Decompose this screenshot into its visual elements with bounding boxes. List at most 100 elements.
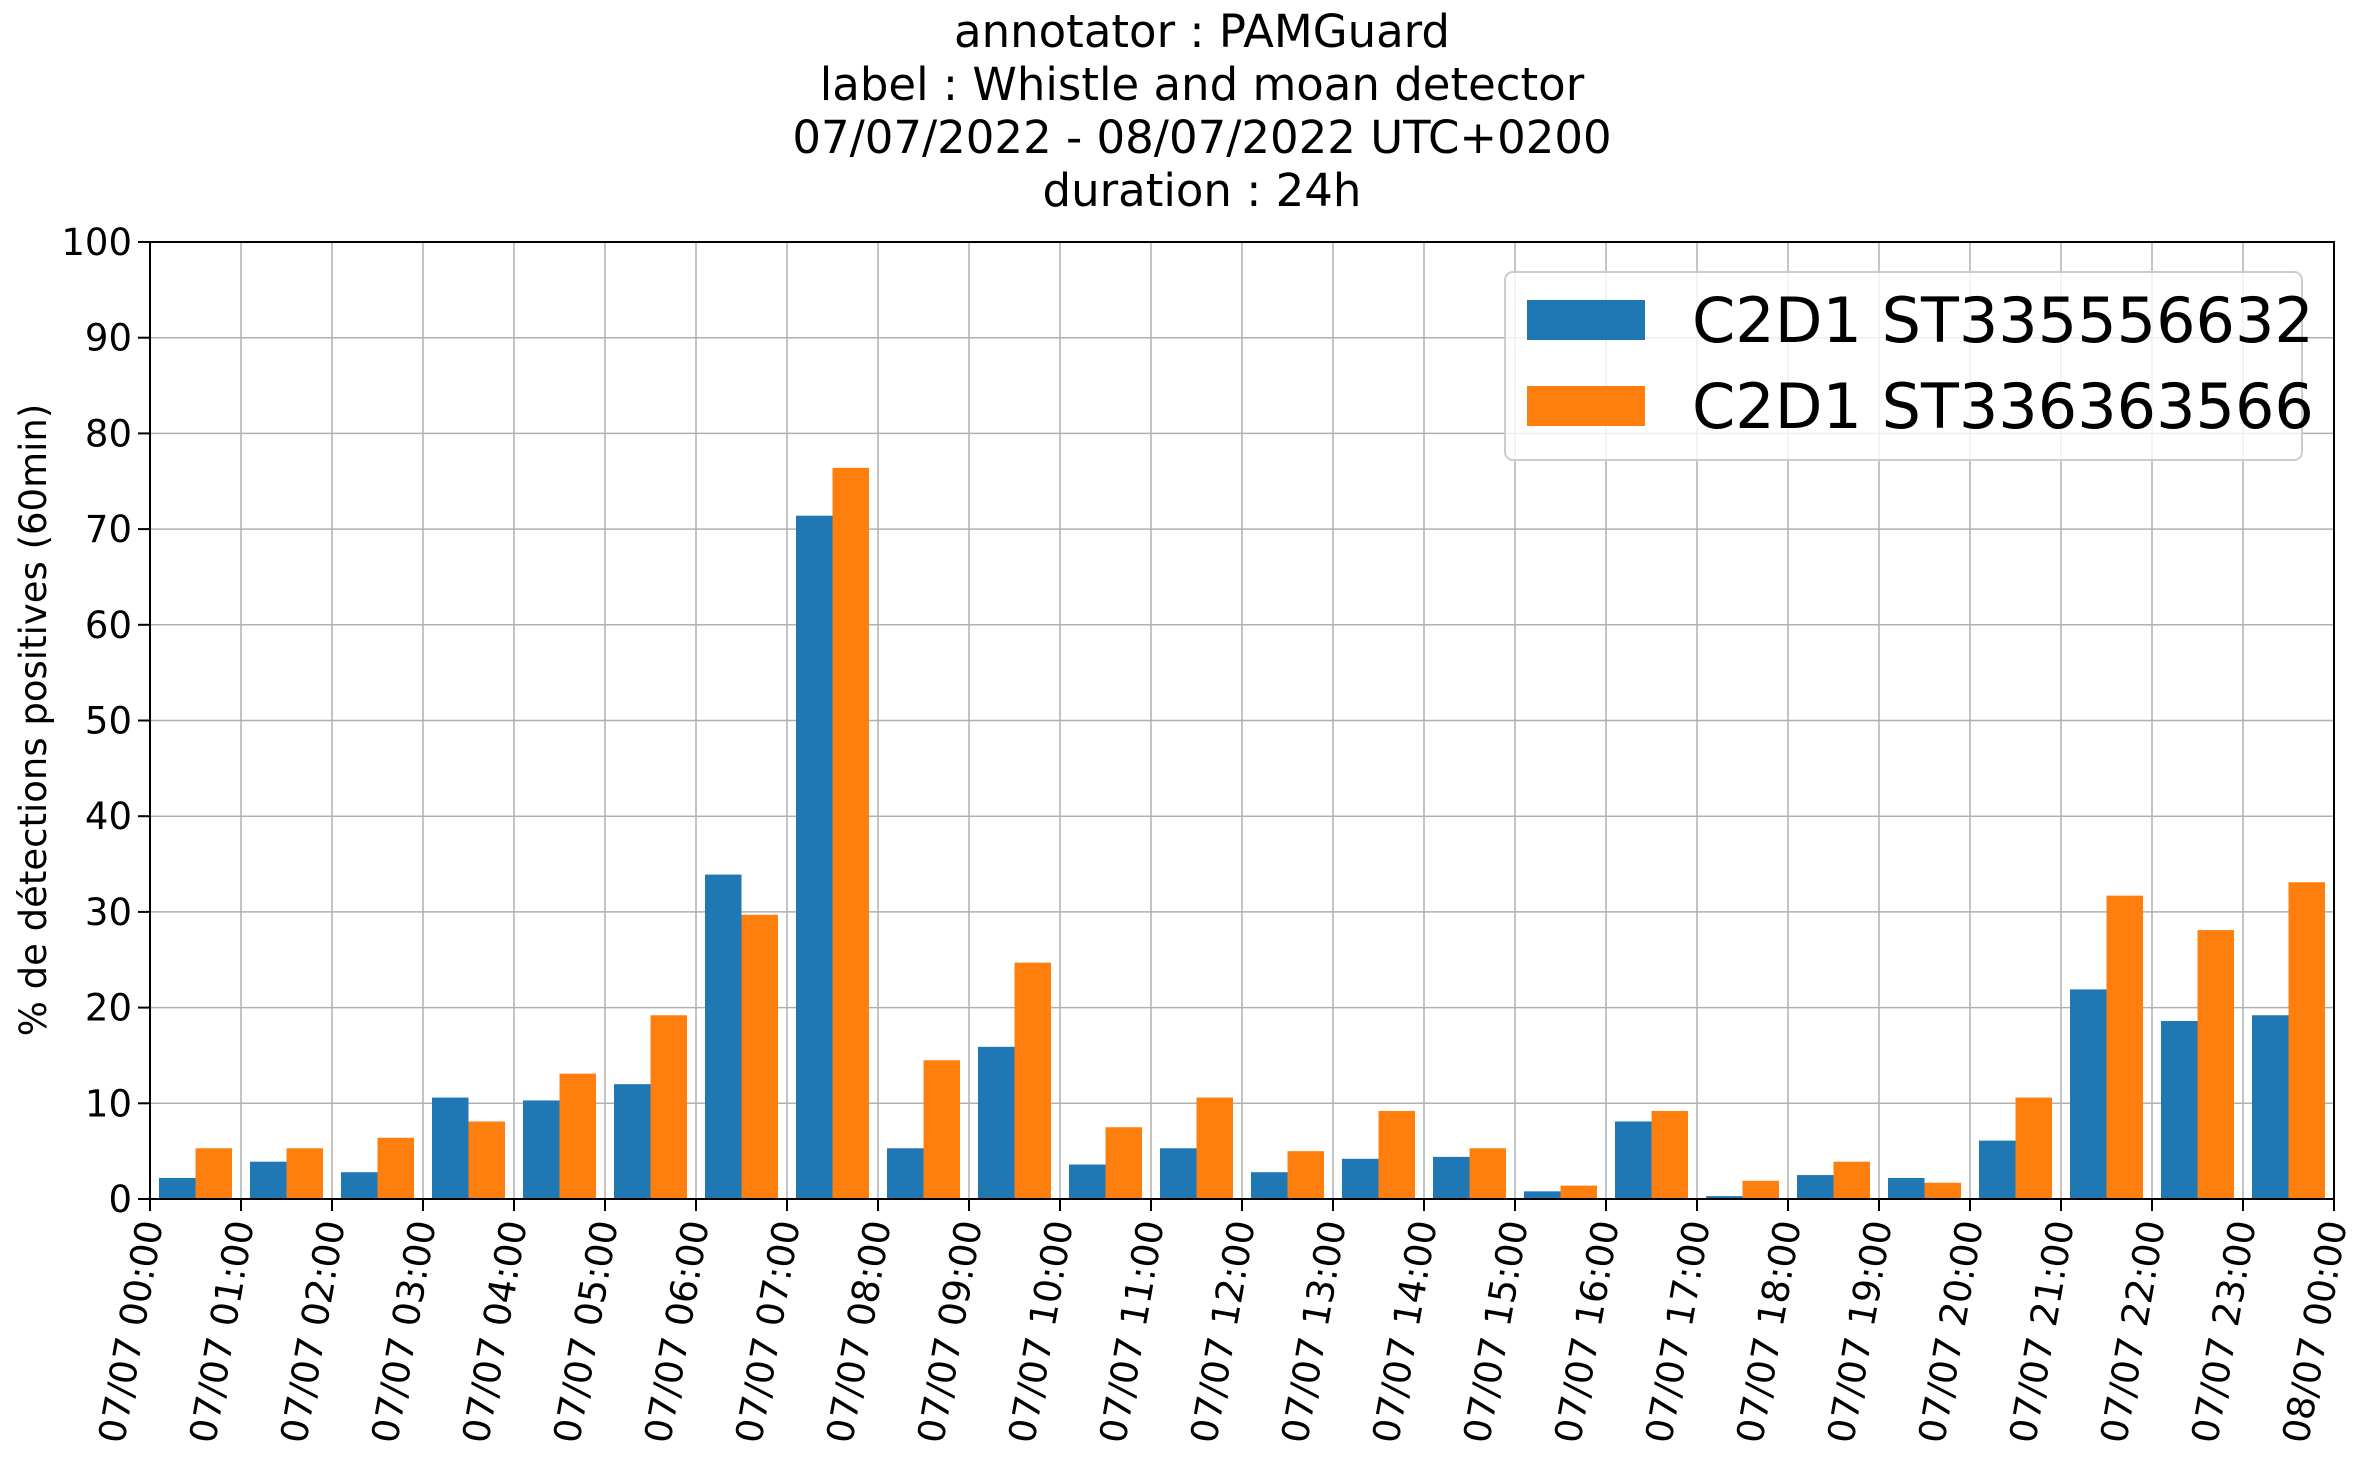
bar-series-2	[1833, 1161, 1870, 1199]
bar-series-1	[1160, 1148, 1197, 1199]
x-tick-label: 07/07 00:00	[90, 1217, 171, 1446]
x-tick-label: 07/07 21:00	[2001, 1217, 2082, 1446]
bar-series-2	[1560, 1185, 1597, 1199]
x-tick-label: 07/07 18:00	[1728, 1217, 1809, 1446]
x-tick-label: 07/07 16:00	[1546, 1217, 1627, 1446]
x-tick-label: 08/07 00:00	[2274, 1217, 2355, 1446]
x-tick-label: 07/07 20:00	[1910, 1217, 1991, 1446]
x-tick-label: 07/07 07:00	[727, 1217, 808, 1446]
legend: C2D1 ST335556632 C2D1 ST336363566	[1504, 271, 2314, 461]
title-line-4: duration : 24h	[1043, 164, 1362, 217]
bar-series-2	[2015, 1097, 2052, 1199]
bars	[159, 467, 2325, 1199]
x-axis: 07/07 00:00 07/07 01:00 07/07 02:00 07/07 0…	[90, 1199, 2356, 1446]
bar-series-1	[1706, 1196, 1743, 1199]
legend-swatch-series-2	[1527, 386, 1645, 426]
bar-series-2	[1924, 1182, 1961, 1199]
bar-series-2	[195, 1148, 232, 1199]
bar-series-1	[159, 1177, 196, 1199]
bar-series-2	[1287, 1151, 1324, 1199]
chart-title: annotator : PAMGuard label : Whistle and…	[792, 5, 1611, 217]
x-tick-label: 07/07 12:00	[1182, 1217, 1263, 1446]
bar-series-1	[978, 1046, 1015, 1199]
x-tick-label: 07/07 14:00	[1364, 1217, 1445, 1446]
bar-series-2	[1651, 1110, 1688, 1199]
x-tick-label: 07/07 05:00	[545, 1217, 626, 1446]
bar-series-1	[250, 1161, 287, 1199]
bar-series-1	[1615, 1121, 1652, 1199]
bar-series-2	[2106, 895, 2143, 1199]
y-tick-label: 70	[85, 508, 132, 551]
title-line-2: label : Whistle and moan detector	[820, 58, 1585, 111]
bar-series-1	[2070, 989, 2107, 1199]
x-tick-label: 07/07 02:00	[272, 1217, 353, 1446]
bar-series-1	[2252, 1015, 2289, 1199]
y-tick-label: 0	[108, 1178, 132, 1221]
bar-series-2	[923, 1060, 960, 1199]
title-line-3: 07/07/2022 - 08/07/2022 UTC+0200	[792, 111, 1611, 164]
y-tick-label: 60	[85, 604, 132, 647]
x-tick-label: 07/07 09:00	[909, 1217, 990, 1446]
y-tick-label: 100	[61, 221, 132, 264]
x-tick-label: 07/07 11:00	[1091, 1217, 1172, 1446]
bar-series-2	[468, 1121, 505, 1199]
bar-series-1	[523, 1100, 560, 1199]
bar-series-2	[832, 467, 869, 1199]
x-tick-label: 07/07 22:00	[2092, 1217, 2173, 1446]
legend-box	[1504, 271, 2303, 461]
y-tick-label: 80	[85, 412, 132, 455]
bar-series-1	[1888, 1177, 1925, 1199]
bar-series-2	[286, 1148, 323, 1199]
y-tick-label: 50	[85, 700, 132, 743]
bar-series-1	[614, 1084, 651, 1199]
bar-series-2	[1105, 1127, 1142, 1199]
x-tick-label: 07/07 03:00	[363, 1217, 444, 1446]
y-tick-label: 20	[85, 987, 132, 1030]
legend-label-series-1: C2D1 ST335556632	[1692, 284, 2314, 357]
x-tick-label: 07/07 01:00	[181, 1217, 262, 1446]
x-tick-label: 07/07 08:00	[818, 1217, 899, 1446]
bar-series-1	[887, 1148, 924, 1199]
bar-series-1	[1433, 1156, 1470, 1199]
bar-series-2	[741, 914, 778, 1199]
bar-series-1	[796, 515, 833, 1199]
y-tick-label: 40	[85, 795, 132, 838]
bar-series-2	[2197, 930, 2234, 1199]
y-tick-label: 90	[85, 317, 132, 360]
bar-series-1	[2161, 1020, 2198, 1199]
x-tick-label: 07/07 19:00	[1819, 1217, 1900, 1446]
bar-series-2	[650, 1015, 687, 1199]
x-tick-label: 07/07 13:00	[1273, 1217, 1354, 1446]
bar-series-1	[432, 1097, 469, 1199]
bar-series-1	[705, 874, 742, 1199]
y-tick-label: 30	[85, 891, 132, 934]
x-tick-label: 07/07 06:00	[636, 1217, 717, 1446]
x-tick-label: 07/07 15:00	[1455, 1217, 1536, 1446]
bar-series-1	[1342, 1158, 1379, 1199]
bar-series-1	[1797, 1175, 1834, 1199]
bar-series-2	[377, 1137, 414, 1199]
bar-series-2	[1378, 1110, 1415, 1199]
title-line-1: annotator : PAMGuard	[954, 5, 1450, 58]
bar-series-1	[341, 1172, 378, 1199]
bar-series-1	[1069, 1164, 1106, 1199]
bar-series-2	[1196, 1097, 1233, 1199]
x-tick-label: 07/07 04:00	[454, 1217, 535, 1446]
y-axis: 0 10 20 30 40 50 60 70 80 90 100	[61, 221, 150, 1221]
bar-series-1	[1524, 1191, 1561, 1199]
legend-label-series-2: C2D1 ST336363566	[1692, 370, 2314, 443]
y-tick-label: 10	[85, 1082, 132, 1125]
bar-series-1	[1251, 1172, 1288, 1199]
bar-series-2	[1014, 962, 1051, 1199]
y-axis-label: % de détections positives (60min)	[12, 404, 55, 1037]
bar-series-2	[1742, 1180, 1779, 1199]
bar-series-2	[2288, 882, 2325, 1199]
legend-swatch-series-1	[1527, 300, 1645, 340]
bar-series-2	[1469, 1148, 1506, 1199]
bar-series-1	[1979, 1140, 2016, 1199]
x-tick-label: 07/07 23:00	[2183, 1217, 2264, 1446]
bar-series-2	[559, 1073, 596, 1199]
x-tick-label: 07/07 17:00	[1637, 1217, 1718, 1446]
x-tick-label: 07/07 10:00	[1000, 1217, 1081, 1446]
